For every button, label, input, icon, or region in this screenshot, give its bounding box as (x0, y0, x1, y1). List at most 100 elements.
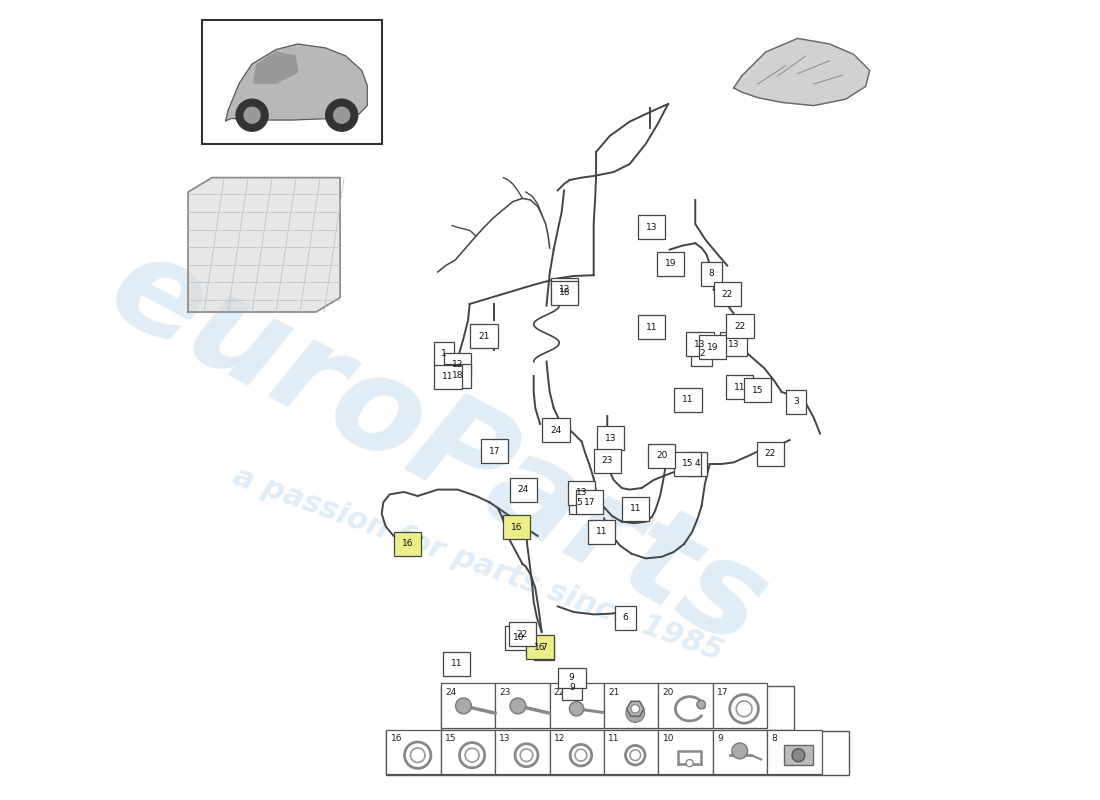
Bar (673, 452, 701, 476)
Text: 8: 8 (771, 734, 777, 743)
Text: 6: 6 (623, 613, 628, 622)
Circle shape (570, 702, 584, 716)
Bar (659, 683, 713, 728)
Circle shape (510, 698, 526, 714)
Bar (726, 375, 752, 399)
Text: a passion for parts since 1985: a passion for parts since 1985 (229, 462, 727, 666)
Polygon shape (627, 702, 644, 716)
Text: 13: 13 (605, 434, 616, 443)
Bar (784, 745, 813, 766)
Text: 22: 22 (553, 688, 565, 697)
Bar (674, 388, 702, 412)
Bar (201, 20, 382, 144)
Bar (659, 730, 713, 774)
Circle shape (326, 99, 358, 131)
Bar (527, 635, 553, 659)
Bar (441, 686, 794, 730)
Circle shape (732, 743, 748, 758)
Bar (443, 652, 471, 676)
Bar (588, 520, 615, 544)
Bar (615, 606, 636, 630)
Text: 11: 11 (596, 527, 607, 537)
Bar (471, 324, 497, 348)
Bar (713, 730, 768, 774)
Text: 12: 12 (452, 360, 463, 370)
Text: 15: 15 (444, 734, 456, 743)
Bar (495, 730, 550, 774)
Bar (691, 342, 712, 366)
Polygon shape (188, 178, 340, 312)
Bar (562, 676, 583, 700)
Text: 10: 10 (662, 734, 674, 743)
Circle shape (631, 705, 639, 713)
Circle shape (236, 99, 268, 131)
Text: 1: 1 (441, 349, 447, 358)
Text: 11: 11 (451, 659, 463, 669)
Text: 9: 9 (569, 683, 575, 693)
Text: 11: 11 (646, 322, 657, 332)
Text: euroParts: euroParts (88, 222, 786, 674)
Text: 19: 19 (707, 342, 718, 352)
Text: 9: 9 (569, 674, 574, 682)
Text: 17: 17 (717, 688, 728, 697)
Bar (701, 262, 722, 286)
Circle shape (792, 749, 805, 762)
Text: 3: 3 (793, 397, 799, 406)
Bar (504, 515, 530, 539)
Text: 13: 13 (728, 339, 739, 349)
Text: 11: 11 (682, 395, 694, 405)
Text: 17: 17 (488, 446, 501, 456)
Text: 8: 8 (708, 269, 714, 278)
Bar (509, 478, 537, 502)
Bar (657, 252, 684, 276)
Bar (638, 315, 664, 339)
Text: 18: 18 (559, 288, 571, 298)
Bar (604, 683, 659, 728)
Bar (576, 490, 603, 514)
Bar (441, 683, 495, 728)
Text: 16: 16 (390, 734, 402, 743)
Text: 12: 12 (553, 734, 565, 743)
Text: 22: 22 (735, 322, 746, 331)
Bar (713, 683, 768, 728)
Text: 13: 13 (499, 734, 510, 743)
Bar (558, 668, 585, 688)
Polygon shape (734, 38, 870, 106)
Text: 9: 9 (717, 734, 723, 743)
Bar (550, 730, 604, 774)
Bar (621, 497, 649, 521)
Bar (568, 481, 595, 505)
Bar (551, 278, 579, 302)
Bar (726, 314, 754, 338)
Text: 11: 11 (629, 504, 641, 514)
Bar (509, 622, 536, 646)
Text: 15: 15 (682, 459, 693, 469)
Text: 22: 22 (764, 449, 777, 458)
Circle shape (697, 700, 705, 709)
Text: 4: 4 (694, 459, 700, 469)
Bar (433, 342, 454, 366)
Bar (434, 365, 462, 389)
Bar (441, 730, 495, 774)
Text: 24: 24 (444, 688, 456, 697)
Text: 13: 13 (576, 488, 587, 498)
Text: 22: 22 (517, 630, 528, 639)
Text: 13: 13 (694, 339, 706, 349)
Polygon shape (226, 44, 367, 121)
Text: 24: 24 (550, 426, 562, 435)
Text: 13: 13 (646, 222, 657, 232)
Bar (386, 730, 441, 774)
Circle shape (455, 698, 472, 714)
Bar (714, 282, 741, 306)
Bar (394, 532, 421, 556)
Text: 21: 21 (608, 688, 619, 697)
Circle shape (686, 759, 693, 766)
Text: 16: 16 (402, 539, 412, 549)
Bar (481, 439, 508, 463)
Bar (444, 364, 471, 388)
Text: 20: 20 (662, 688, 674, 697)
Text: 10: 10 (513, 633, 525, 642)
Text: 15: 15 (752, 386, 763, 395)
Bar (604, 730, 659, 774)
Text: 23: 23 (499, 688, 510, 697)
